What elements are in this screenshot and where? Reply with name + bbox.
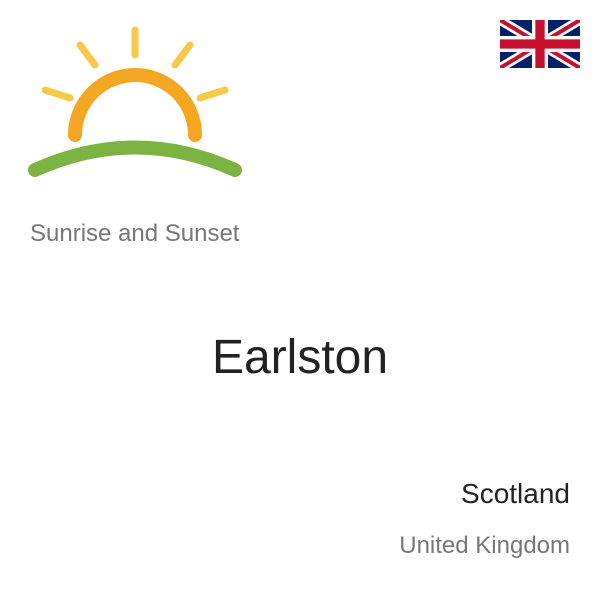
region-text: Scotland (461, 478, 570, 510)
uk-flag (500, 20, 580, 68)
subtitle-text: Sunrise and Sunset (30, 220, 239, 248)
sunrise-icon (20, 20, 250, 200)
location-title: Earlston (0, 330, 600, 385)
flag-icon (500, 20, 580, 68)
sunrise-logo (20, 20, 250, 200)
country-text: United Kingdom (399, 532, 570, 560)
